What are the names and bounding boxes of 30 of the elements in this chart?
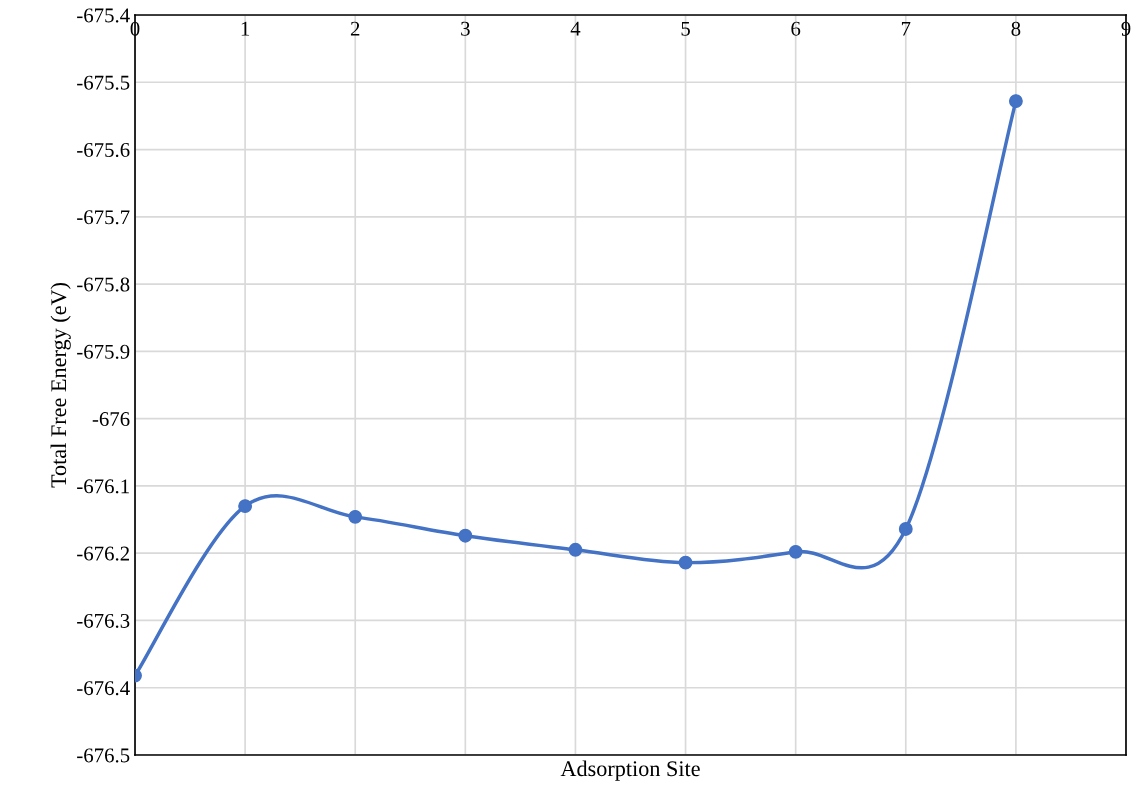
x-tick-label: 8: [1011, 21, 1021, 36]
y-tick-label: -676.1: [77, 479, 129, 494]
point: [348, 509, 363, 524]
point: [458, 528, 473, 543]
point: [238, 499, 253, 514]
y-axis-title: Total Free Energy (eV): [50, 282, 71, 488]
x-axis-title: Adsorption Site: [560, 760, 700, 781]
x-tick-label: 4: [570, 21, 581, 36]
y-tick-label: -675.6: [77, 142, 130, 158]
x-tick-label: 2: [350, 21, 360, 36]
point: [678, 555, 693, 570]
y-tick-label: -676.3: [77, 613, 130, 628]
x-tick-label: 6: [791, 21, 801, 36]
point: [1008, 94, 1023, 109]
y-tick-label: -675.5: [77, 75, 130, 90]
y-tick-label: -676.5: [77, 748, 130, 763]
y-tick-label: -675.4: [77, 8, 130, 23]
point: [568, 542, 583, 557]
y-tick-label: -675.7: [77, 210, 130, 225]
x-tick-label: 7: [901, 21, 911, 36]
point: [898, 522, 913, 536]
x-tick-label: 3: [461, 21, 470, 36]
point: [788, 544, 803, 559]
y-tick-label: -676.2: [77, 546, 129, 561]
y-tick-label: -675.8: [77, 277, 130, 292]
x-tick-label: 5: [681, 21, 690, 36]
y-tick-label: -676: [92, 412, 130, 427]
x-tick-label: 1: [241, 21, 250, 36]
y-tick-label: -676.4: [77, 681, 130, 696]
y-tick-label: -675.9: [77, 344, 130, 359]
